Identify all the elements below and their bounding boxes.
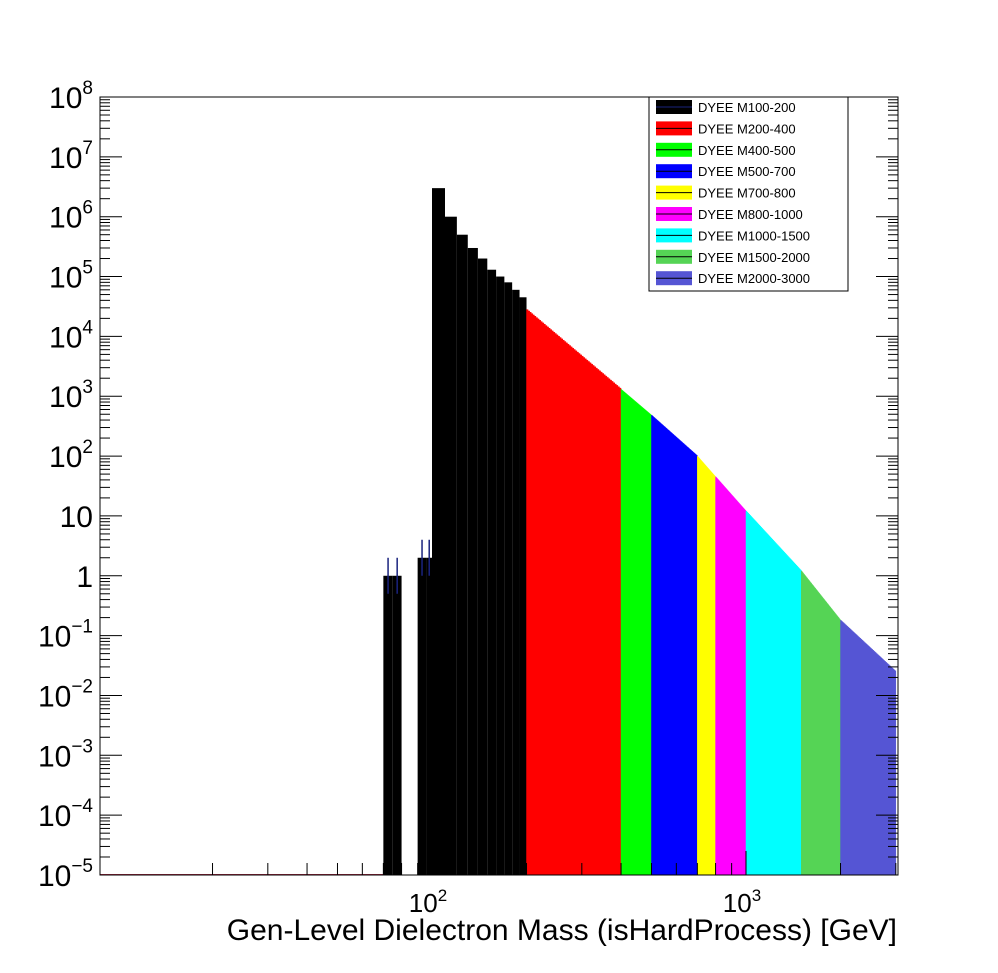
bar-7-0 (801, 570, 841, 876)
legend-label: DYEE M2000-3000 (698, 271, 810, 286)
y-tick-label: 102 (49, 437, 93, 474)
bar-0-10 (496, 276, 505, 875)
legend-label: DYEE M100-200 (698, 100, 796, 115)
y-tick-label: 107 (49, 138, 93, 175)
bar-2-0 (620, 389, 652, 876)
bar-0-2 (417, 557, 427, 875)
bar-6-0 (745, 510, 802, 876)
bar-0-3 (426, 557, 432, 875)
legend-label: DYEE M400-500 (698, 143, 796, 158)
bar-8-0 (840, 620, 897, 876)
legend-label: DYEE M800-1000 (698, 207, 803, 222)
x-axis-title: Gen-Level Dielectron Mass (isHardProcess… (227, 914, 897, 947)
x-tick-label: 103 (723, 886, 761, 918)
bar-0-4 (432, 188, 445, 876)
y-tick-label: 108 (49, 78, 93, 115)
bar-1-0 (526, 309, 622, 876)
legend-label: DYEE M1000-1500 (698, 228, 810, 243)
legend-label: DYEE M1500-2000 (698, 250, 810, 265)
y-axis-tick-labels: 10810710610510410310210110−110−210−310−4… (38, 78, 93, 893)
x-axis-tick-labels: 102 103 (409, 886, 761, 918)
bar-0-11 (504, 282, 513, 876)
legend: DYEE M100-200 DYEE M200-400 DYEE M400-500 D… (648, 96, 849, 292)
bar-4-0 (697, 455, 716, 876)
legend-label: DYEE M700-800 (698, 186, 796, 201)
error-bars (387, 539, 430, 594)
bar-0-1 (392, 575, 402, 875)
bar-3-0 (651, 415, 698, 876)
bar-0-0 (383, 575, 393, 875)
y-tick-label: 10−2 (38, 676, 93, 713)
bar-0-13 (519, 297, 527, 875)
y-tick-label: 1 (76, 561, 93, 594)
y-tick-label: 10−4 (38, 796, 93, 833)
x-tick-label: 102 (409, 886, 447, 918)
y-tick-label: 104 (49, 317, 93, 354)
bar-0-5 (444, 216, 457, 875)
y-tick-label: 10−3 (38, 736, 93, 773)
y-tick-label: 103 (49, 377, 93, 414)
bar-5-0 (715, 476, 747, 876)
y-tick-label: 10 (60, 501, 93, 534)
x-axis-ticks (212, 851, 897, 875)
histogram-bars (100, 188, 897, 876)
bar-0-9 (487, 269, 497, 876)
bar-0-6 (456, 234, 468, 876)
bar-0-12 (512, 289, 520, 875)
bar-0-7 (467, 247, 478, 875)
legend-label: DYEE M200-400 (698, 121, 796, 136)
y-tick-label: 105 (49, 258, 93, 295)
legend-label: DYEE M500-700 (698, 164, 796, 179)
y-tick-label: 10−5 (38, 856, 93, 893)
bar-0-8 (477, 258, 488, 876)
y-axis-ticks (100, 96, 898, 876)
y-tick-label: 10−1 (38, 617, 93, 654)
y-tick-label: 106 (49, 198, 93, 235)
plot-frame (99, 96, 899, 876)
